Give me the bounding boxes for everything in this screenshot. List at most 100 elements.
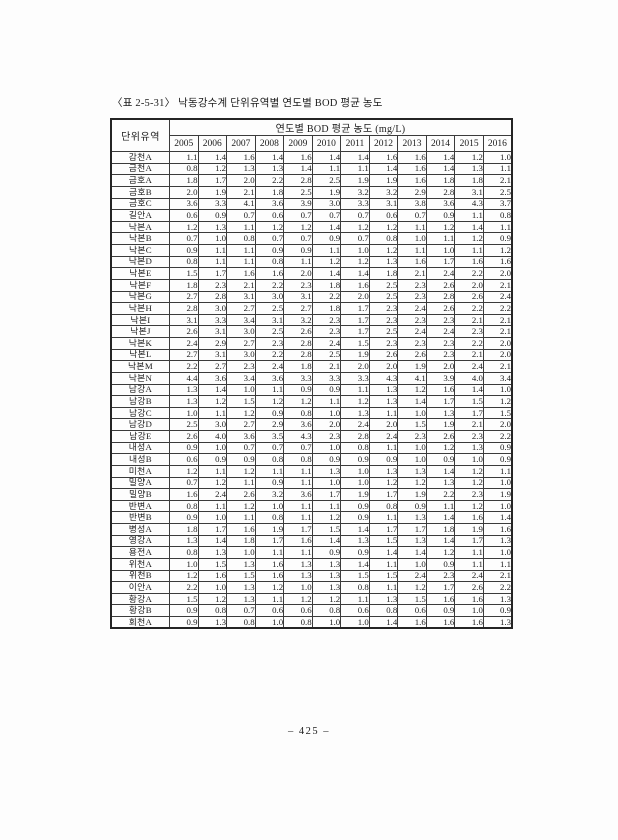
watershed-label: 남강E (110, 430, 170, 443)
bod-value: 1.2 (340, 220, 370, 234)
bod-value: 1.2 (169, 569, 199, 583)
bod-value: 0.9 (311, 546, 342, 559)
bod-value: 2.0 (454, 278, 484, 292)
table-row: 낙본B 0.7 1.0 0.8 0.7 0.7 0.9 0.7 0.8 1.0 1.1 1.2 0.9 (110, 232, 513, 245)
bod-value: 1.6 (254, 557, 285, 571)
bod-value: 0.9 (311, 232, 342, 245)
bod-value: 2.3 (368, 313, 399, 327)
bod-value: 1.8 (169, 523, 199, 536)
table-row: 밀양B 1.6 2.4 2.6 3.2 3.6 1.7 1.9 1.7 1.9 2.2 2.3 1.9 (110, 488, 513, 501)
bod-value: 1.2 (368, 220, 399, 234)
bod-value: 3.9 (425, 371, 456, 385)
table-row: 반변A 0.8 1.1 1.2 1.0 1.1 1.1 0.9 0.8 0.9 1.1 1.2 1.0 (110, 499, 513, 513)
bod-value: 0.9 (340, 546, 370, 559)
bod-value: 1.3 (340, 406, 370, 420)
bod-value: 1.4 (254, 151, 285, 164)
bod-value: 1.7 (454, 406, 484, 420)
bod-value: 2.3 (397, 290, 427, 304)
bod-value: 2.5 (311, 174, 342, 187)
bod-value: 2.1 (397, 267, 427, 280)
bod-value: 4.1 (397, 371, 427, 385)
bod-value: 1.1 (482, 464, 513, 478)
bod-value: 3.1 (254, 313, 285, 327)
watershed-label: 회천A (110, 616, 170, 629)
bod-value: 1.6 (425, 383, 456, 397)
bod-value: 1.2 (254, 581, 285, 594)
table-row: 낙본A 1.2 1.3 1.1 1.2 1.2 1.4 1.2 1.2 1.1 1.2 1.4 1.1 (110, 220, 513, 234)
bod-value: 0.6 (169, 209, 199, 222)
bod-value: 1.1 (197, 406, 228, 420)
bod-value: 3.9 (283, 197, 313, 211)
bod-value: 1.8 (425, 523, 456, 536)
table-row: 황강A 1.5 1.2 1.3 1.1 1.2 1.2 1.1 1.3 1.5 1.6 1.6 1.3 (110, 592, 513, 606)
bod-value: 3.6 (254, 197, 285, 211)
bod-value: 0.8 (283, 453, 313, 466)
bod-value: 1.0 (197, 441, 228, 455)
bod-value: 1.0 (425, 244, 456, 257)
bod-value: 1.1 (254, 592, 285, 606)
bod-value: 0.9 (169, 441, 199, 455)
bod-value: 3.6 (425, 197, 456, 211)
bod-value: 1.1 (283, 546, 313, 559)
bod-value: 1.0 (340, 476, 370, 490)
bod-value: 1.3 (226, 162, 256, 176)
bod-value: 1.2 (226, 464, 256, 478)
bod-value: 1.7 (454, 534, 484, 548)
bod-value: 3.0 (197, 418, 228, 431)
watershed-label: 낙본G (110, 290, 170, 304)
bod-value: 1.0 (482, 546, 513, 559)
table-row: 위천B 1.2 1.6 1.5 1.6 1.3 1.3 1.5 1.5 2.4 2.3 2.4 2.1 (110, 569, 513, 583)
bod-value: 1.4 (425, 151, 456, 164)
bod-value: 2.0 (340, 290, 370, 304)
bod-value: 0.6 (340, 604, 370, 617)
watershed-label: 낙본N (110, 371, 170, 385)
bod-value: 1.0 (397, 453, 427, 466)
bod-value: 2.7 (283, 302, 313, 315)
bod-value: 2.0 (368, 418, 399, 431)
bod-value: 1.7 (283, 523, 313, 536)
bod-value: 2.7 (169, 348, 199, 362)
bod-value: 2.9 (397, 185, 427, 199)
bod-value: 1.3 (368, 395, 399, 408)
bod-value: 2.4 (254, 360, 285, 373)
table-row: 밀양A 0.7 1.2 1.1 0.9 1.1 1.0 1.0 1.2 1.2 1.3 1.2 1.0 (110, 476, 513, 490)
bod-value: 2.1 (226, 185, 256, 199)
bod-value: 1.5 (169, 592, 199, 606)
bod-value: 0.9 (197, 453, 228, 466)
bod-value: 1.1 (254, 383, 285, 397)
watershed-label: 낙본D (110, 255, 170, 269)
watershed-label: 남강B (110, 395, 170, 408)
watershed-label: 낙본F (110, 278, 170, 292)
bod-value: 1.3 (169, 383, 199, 397)
bod-value: 2.1 (454, 313, 484, 327)
bod-value: 1.9 (454, 523, 484, 536)
bod-value: 1.3 (226, 557, 256, 571)
watershed-label: 남강D (110, 418, 170, 431)
bod-value: 1.2 (368, 476, 399, 490)
bod-value: 1.1 (226, 220, 256, 234)
bod-value: 2.3 (368, 302, 399, 315)
table-row: 감천A 1.1 1.4 1.6 1.4 1.6 1.4 1.4 1.6 1.6 1.4 1.2 1.0 (110, 151, 513, 164)
bod-value: 1.1 (197, 244, 228, 257)
bod-value: 1.8 (169, 174, 199, 187)
bod-value: 1.4 (482, 511, 513, 524)
bod-value: 0.6 (254, 604, 285, 617)
bod-value: 0.6 (169, 453, 199, 466)
bod-value: 2.4 (340, 418, 370, 431)
bod-value: 2.2 (482, 581, 513, 594)
table-row: 반변B 0.9 1.0 1.1 0.8 1.1 1.2 0.9 1.1 1.3 1.4 1.6 1.4 (110, 511, 513, 524)
table-row: 남강D 2.5 3.0 2.7 2.9 3.6 2.0 2.4 2.0 1.5 1.9 2.1 2.0 (110, 418, 513, 431)
bod-value: 1.3 (283, 557, 313, 571)
bod-value: 3.1 (197, 325, 228, 338)
bod-value: 3.2 (368, 185, 399, 199)
bod-value: 2.4 (397, 569, 427, 583)
bod-value: 2.7 (169, 290, 199, 304)
bod-value: 1.3 (197, 220, 228, 234)
bod-value: 3.0 (254, 290, 285, 304)
year-header: 2009 (283, 135, 313, 152)
bod-value: 2.4 (425, 267, 456, 280)
bod-value: 2.5 (482, 185, 513, 199)
bod-value: 1.1 (197, 255, 228, 269)
bod-value: 1.2 (254, 220, 285, 234)
bod-value: 1.5 (340, 337, 370, 350)
